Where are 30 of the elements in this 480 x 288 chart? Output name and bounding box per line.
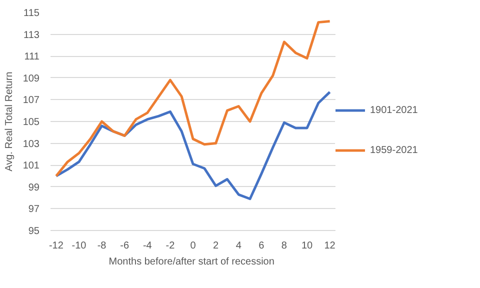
y-tick-label: 107 (22, 95, 40, 106)
y-axis-title: Avg. Real Total Return (4, 72, 15, 172)
y-tick-label: 115 (24, 8, 40, 19)
line-series (54, 90, 332, 200)
x-tick-label: -8 (97, 240, 107, 252)
y-tick-label: 103 (22, 138, 40, 150)
y-tick-label: 105 (22, 117, 40, 128)
y-tick-label: 95 (28, 226, 40, 237)
x-tick-label: 10 (301, 240, 313, 252)
x-axis-title: Months before/after start of recession (108, 256, 274, 268)
x-tick-label: 8 (281, 240, 288, 252)
x-tick-label: 6 (258, 240, 265, 252)
y-tick-label: 99 (28, 182, 40, 194)
x-tick-label: 4 (236, 240, 242, 252)
legend-label: 1959-2021 (370, 144, 418, 156)
x-tick-label: 0 (190, 240, 196, 252)
x-tick-label: -2 (166, 240, 176, 252)
y-tick-label: 113 (24, 30, 40, 41)
y-tick-label: 109 (22, 73, 40, 84)
y-tick-label: 101 (22, 160, 40, 172)
y-tick-label: 111 (24, 52, 40, 63)
x-tick-label: -10 (72, 240, 87, 252)
y-tick-label: 97 (28, 204, 40, 216)
x-tick-label: -6 (120, 240, 130, 252)
line-series (54, 20, 332, 178)
x-tick-label: 12 (324, 240, 336, 252)
x-tick-label: -4 (142, 240, 152, 252)
legend-label: 1901-2021 (370, 104, 418, 116)
x-tick-label: -12 (48, 240, 64, 252)
x-tick-label: 2 (213, 240, 220, 252)
